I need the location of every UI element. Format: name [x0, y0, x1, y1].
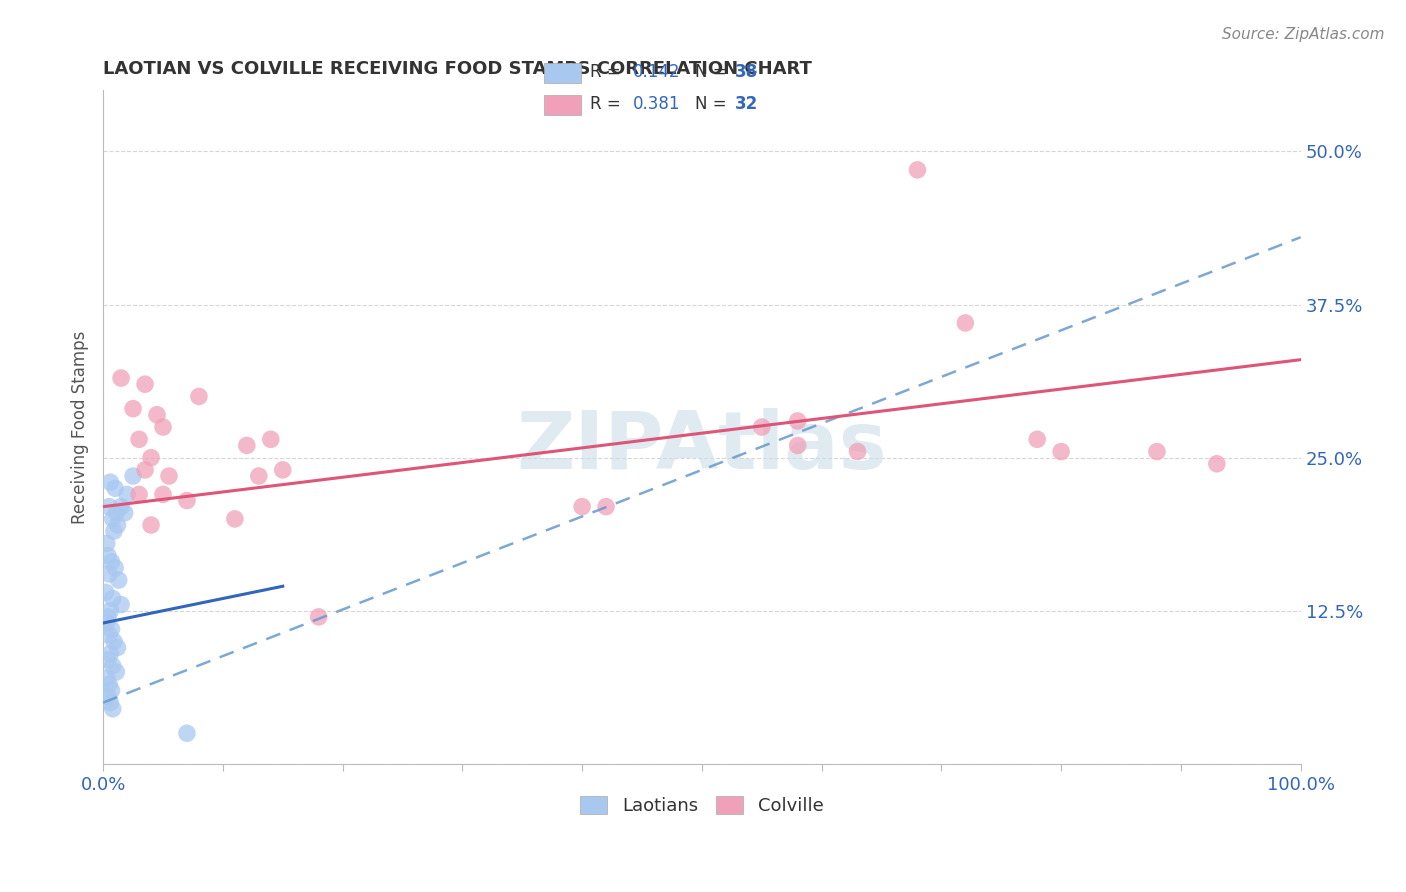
Point — [786, 414, 808, 428]
Point — [152, 487, 174, 501]
Point — [107, 573, 129, 587]
Point — [176, 493, 198, 508]
Text: N =: N = — [695, 95, 733, 113]
Point — [247, 469, 270, 483]
Point — [98, 647, 121, 661]
Point — [139, 450, 162, 465]
Point — [110, 500, 132, 514]
Point — [94, 585, 117, 599]
Text: Source: ZipAtlas.com: Source: ZipAtlas.com — [1222, 27, 1385, 42]
Legend: Laotians, Colville: Laotians, Colville — [574, 789, 831, 822]
Point — [100, 555, 122, 569]
Bar — [544, 63, 581, 83]
Point — [846, 444, 869, 458]
Point — [157, 469, 180, 483]
Point — [128, 487, 150, 501]
Point — [100, 622, 122, 636]
Point — [236, 438, 259, 452]
Point — [128, 432, 150, 446]
Point — [107, 640, 129, 655]
Point — [110, 371, 132, 385]
Point — [134, 463, 156, 477]
Point — [187, 389, 209, 403]
Point — [98, 677, 121, 691]
Point — [110, 598, 132, 612]
Point — [101, 591, 124, 606]
Point — [122, 469, 145, 483]
Point — [98, 567, 121, 582]
Point — [1050, 444, 1073, 458]
Point — [176, 726, 198, 740]
Point — [97, 690, 120, 704]
Point — [1205, 457, 1227, 471]
Point — [907, 162, 929, 177]
Point — [96, 671, 118, 685]
Point — [107, 518, 129, 533]
Point — [955, 316, 977, 330]
Point — [98, 500, 121, 514]
Point — [100, 683, 122, 698]
Point — [98, 628, 121, 642]
Point — [101, 702, 124, 716]
Text: R =: R = — [591, 63, 626, 81]
Point — [224, 512, 246, 526]
Text: LAOTIAN VS COLVILLE RECEIVING FOOD STAMPS CORRELATION CHART: LAOTIAN VS COLVILLE RECEIVING FOOD STAMP… — [103, 60, 813, 78]
Point — [103, 524, 125, 538]
Point — [115, 487, 138, 501]
Point — [103, 634, 125, 648]
Point — [595, 500, 617, 514]
Point — [122, 401, 145, 416]
Point — [260, 432, 283, 446]
Point — [786, 438, 808, 452]
Text: ZIPAtlas: ZIPAtlas — [516, 409, 887, 486]
Point — [104, 561, 127, 575]
Point — [134, 377, 156, 392]
Y-axis label: Receiving Food Stamps: Receiving Food Stamps — [72, 330, 89, 524]
Point — [271, 463, 294, 477]
Text: 0.381: 0.381 — [633, 95, 681, 113]
Point — [98, 475, 121, 490]
Text: 32: 32 — [735, 95, 759, 113]
Point — [97, 610, 120, 624]
Text: 38: 38 — [735, 63, 758, 81]
Point — [97, 549, 120, 563]
Point — [114, 506, 136, 520]
Text: 0.142: 0.142 — [633, 63, 681, 81]
Point — [105, 506, 128, 520]
Point — [751, 420, 773, 434]
Point — [101, 512, 124, 526]
Point — [96, 615, 118, 630]
Point — [105, 665, 128, 679]
Point — [571, 500, 593, 514]
Point — [101, 658, 124, 673]
Text: N =: N = — [695, 63, 733, 81]
Point — [97, 653, 120, 667]
Point — [308, 610, 330, 624]
Point — [146, 408, 169, 422]
Point — [96, 536, 118, 550]
Point — [98, 604, 121, 618]
Point — [1026, 432, 1049, 446]
Point — [1146, 444, 1168, 458]
Point — [152, 420, 174, 434]
Text: R =: R = — [591, 95, 626, 113]
Point — [139, 518, 162, 533]
Point — [104, 481, 127, 495]
Point — [98, 696, 121, 710]
Bar — [544, 95, 581, 115]
